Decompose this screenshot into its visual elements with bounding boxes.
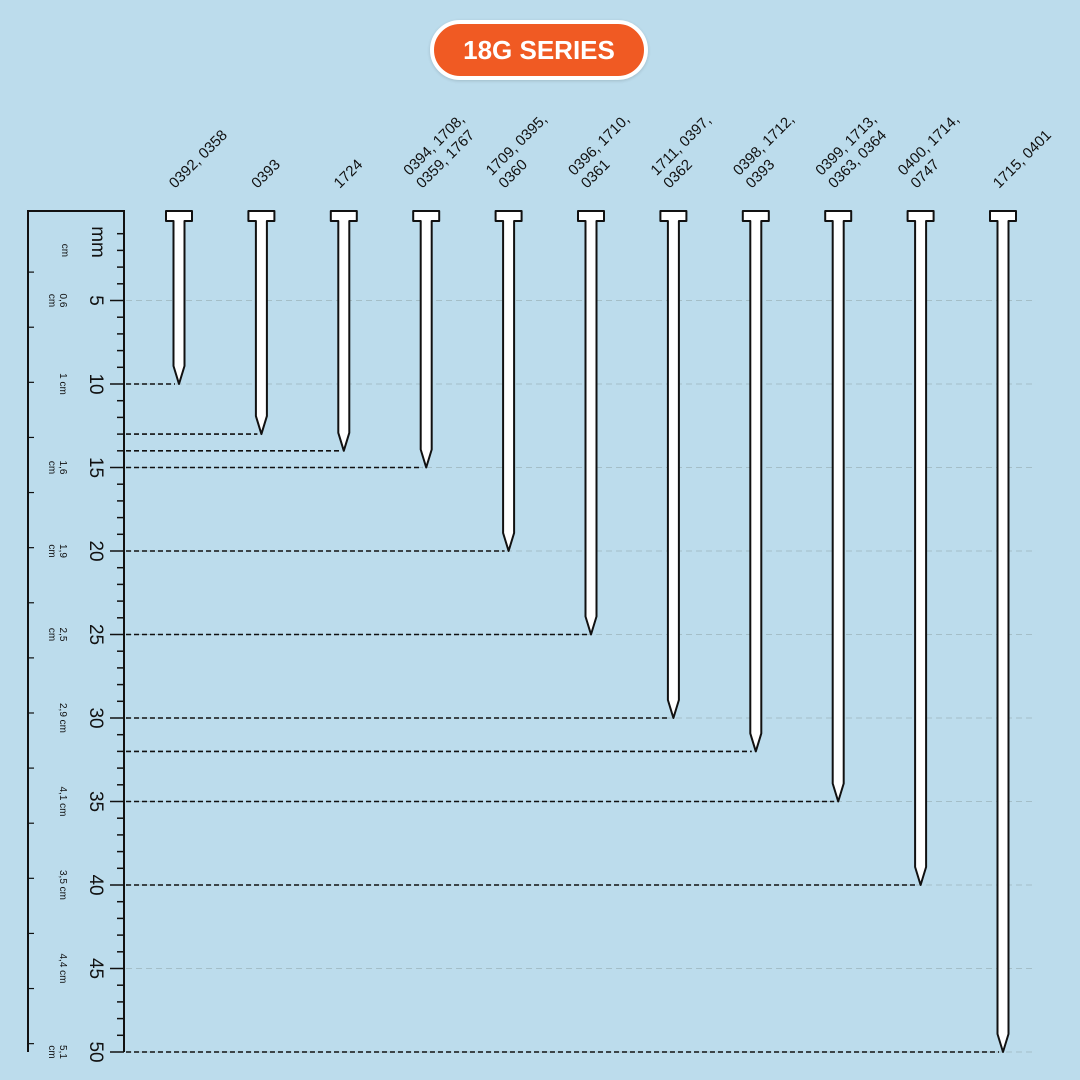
ruler-cm-label: 4,1 cm: [57, 786, 68, 816]
ruler-cm-text: cm: [46, 461, 57, 474]
ruler-cm-label: 1,9cm: [46, 544, 68, 558]
nail-4: [412, 210, 441, 469]
ruler-cm-text: 3,5 cm: [57, 870, 68, 900]
ruler-cm-label: 1,6cm: [46, 461, 68, 475]
series-badge: 18G SERIES: [430, 20, 648, 80]
unit-cm-label: cm: [59, 244, 70, 257]
ruler-cm-text: 2,5: [57, 628, 68, 642]
nail-label: 0400, 1714,0747: [895, 111, 963, 192]
ruler-cm-label: 1 cm: [57, 373, 68, 395]
nail-label: 1709, 0395,0360: [483, 111, 551, 192]
ruler-mm-label: 25: [85, 624, 106, 645]
nail-label: 0398, 1712,0393: [730, 111, 798, 192]
ruler-cm-text: 0,6: [57, 294, 68, 308]
nail-7: [659, 210, 688, 719]
nail-label: 0394, 1708,0359, 1767: [400, 111, 478, 192]
unit-mm-label: mm: [87, 226, 108, 258]
nail-6: [577, 210, 605, 636]
nail-3: [329, 210, 358, 452]
nail-label: 0396, 1710,0361: [565, 111, 633, 192]
ruler-cm-label: 2,5cm: [46, 628, 68, 642]
ruler-frame: [27, 210, 125, 1052]
ruler-mm-label: 50: [85, 1041, 106, 1062]
guide-lines: [126, 300, 1035, 1053]
nail-label: 0399, 1713,0363, 0364: [812, 111, 890, 192]
ruler-cm-text: 1 cm: [57, 373, 68, 395]
nail-label-line: 0393: [248, 156, 284, 192]
ruler-mm-label: 40: [85, 874, 106, 895]
nail-2: [247, 210, 276, 436]
nail-label: 1724: [331, 156, 367, 192]
nail-label: 1711, 0397,0362: [647, 112, 714, 192]
nail-label-line: 1724: [331, 156, 367, 192]
ruler-mm-label: 20: [85, 540, 106, 561]
ruler-cm-text: cm: [46, 294, 57, 307]
ruler-cm-text: 1,9: [57, 544, 68, 558]
ruler-cm-text: cm: [46, 544, 57, 557]
nail-label: 0393: [248, 156, 284, 192]
nail-9: [824, 210, 853, 803]
nail-labels: 0392, 0358 0393 1724 0394, 1708,0359, 1767 1…: [166, 111, 1055, 192]
ruler-mm-label: 15: [85, 457, 106, 478]
ruler-cm-text: cm: [46, 1045, 57, 1058]
nail-label-line: 0392, 0358: [166, 127, 231, 192]
ruler-cm-text: 5,1: [57, 1045, 68, 1059]
ruler-cm-label: 5,1cm: [46, 1045, 68, 1059]
ruler-mm-label: 10: [85, 373, 106, 394]
nail-label-line: 1715, 0401: [990, 127, 1055, 192]
ruler-cm-text: 2,9 cm: [57, 703, 68, 733]
ruler-cm-text: cm: [46, 628, 57, 641]
nail-10: [906, 210, 935, 886]
ruler-cm-label: 4,4 cm: [57, 953, 68, 983]
ruler-cm-label: 3,5 cm: [57, 870, 68, 900]
ruler-mm-label: 45: [85, 958, 106, 979]
ruler-cm-label: 0,6cm: [46, 294, 68, 308]
ruler-cm-text: 1,6: [57, 461, 68, 475]
ruler-mm-label: 30: [85, 707, 106, 728]
ruler-cm-text: 4,1 cm: [57, 786, 68, 816]
nail-8: [741, 210, 770, 753]
nail-label: 1715, 0401: [990, 127, 1055, 192]
nail-label: 0392, 0358: [166, 127, 231, 192]
nail-1: [165, 210, 193, 385]
ruler-cm-text: 4,4 cm: [57, 953, 68, 983]
ruler-cm-label: 2,9 cm: [57, 703, 68, 733]
ruler-mm-label: 35: [85, 791, 106, 812]
nails: [165, 210, 1017, 1053]
nail-11: [989, 210, 1017, 1053]
ruler-mm-label: 5: [85, 295, 106, 306]
measure-lines: [126, 383, 999, 1053]
nail-5: [494, 210, 523, 552]
